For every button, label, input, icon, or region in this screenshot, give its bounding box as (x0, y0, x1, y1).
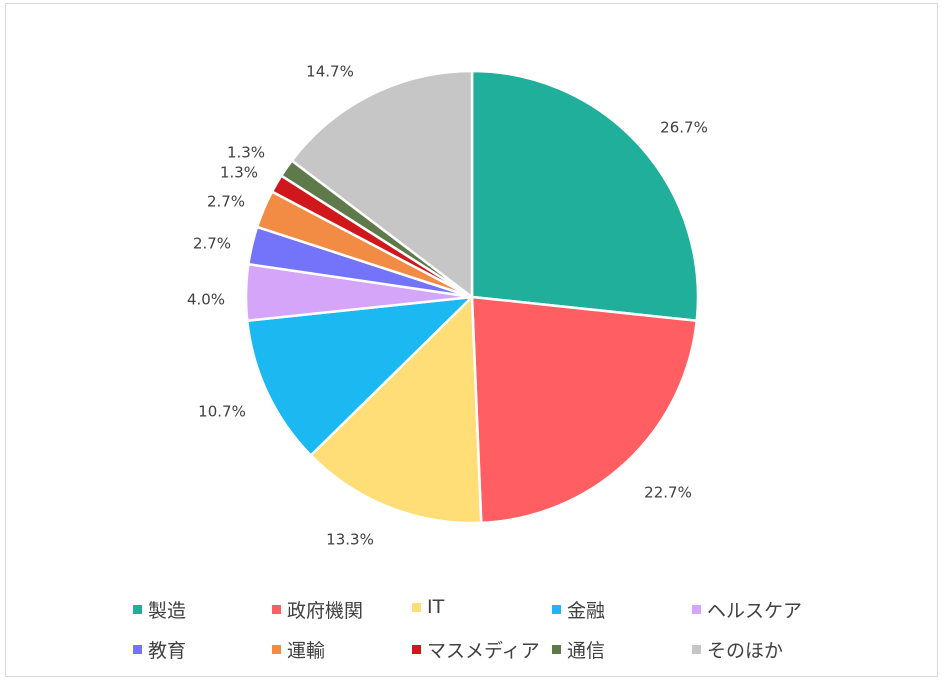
data-label-10: 14.7% (306, 63, 354, 81)
legend-label: そのほか (707, 640, 784, 662)
legend-swatch (272, 605, 281, 614)
legend-label: 運輸 (287, 640, 326, 662)
legend-item-6: 教育 (133, 636, 186, 663)
legend-item-3: IT (412, 596, 444, 618)
legend-item-1: 製造 (133, 596, 186, 623)
legend-item-7: 運輸 (272, 636, 325, 663)
legend-label: 金融 (567, 600, 606, 622)
data-label-8: 1.3% (220, 164, 258, 182)
legend-swatch (412, 602, 421, 612)
pie-slice-3 (309, 295, 483, 525)
legend-swatch (133, 605, 142, 614)
data-label-6: 2.7% (193, 235, 231, 253)
legend-item-9: 通信 (552, 636, 605, 663)
legend-item-4: 金融 (552, 596, 605, 623)
pie-slices (244, 69, 700, 525)
legend-label: マスメディア (427, 640, 540, 662)
data-label-7: 2.7% (207, 193, 245, 211)
legend-swatch (552, 605, 561, 614)
legend-swatch (133, 645, 142, 654)
legend-item-8: マスメディア (412, 636, 540, 663)
data-label-2: 22.7% (644, 484, 692, 502)
data-label-4: 10.7% (198, 403, 246, 421)
legend-swatch (412, 645, 421, 654)
legend-label: 通信 (567, 640, 606, 662)
legend-swatch (692, 605, 701, 614)
data-label-1: 26.7% (660, 119, 708, 137)
pie-slice-10 (290, 69, 474, 299)
legend-label: IT (427, 596, 445, 618)
legend-item-10: そのほか (692, 636, 783, 663)
legend-label: 政府機関 (287, 600, 364, 622)
data-labels: 26.7% 22.7% 13.3% 10.7% 4.0% 2.7% 2.7% 1.3% 1.3%… (187, 63, 708, 549)
legend-swatch (692, 645, 701, 654)
pie-slice-1 (470, 69, 700, 322)
legend-item-2: 政府機関 (272, 596, 363, 623)
legend-label: 教育 (148, 640, 187, 662)
pie-slice-4 (246, 295, 474, 457)
data-label-9: 1.3% (227, 144, 265, 162)
data-label-3: 13.3% (326, 531, 374, 549)
legend-swatch (552, 645, 561, 654)
legend-label: 製造 (148, 600, 187, 622)
data-label-5: 4.0% (187, 291, 225, 309)
legend-swatch (272, 645, 281, 654)
legend-item-5: ヘルスケア (692, 596, 802, 623)
legend-label: ヘルスケア (707, 600, 803, 622)
pie-slice-2 (470, 295, 698, 525)
